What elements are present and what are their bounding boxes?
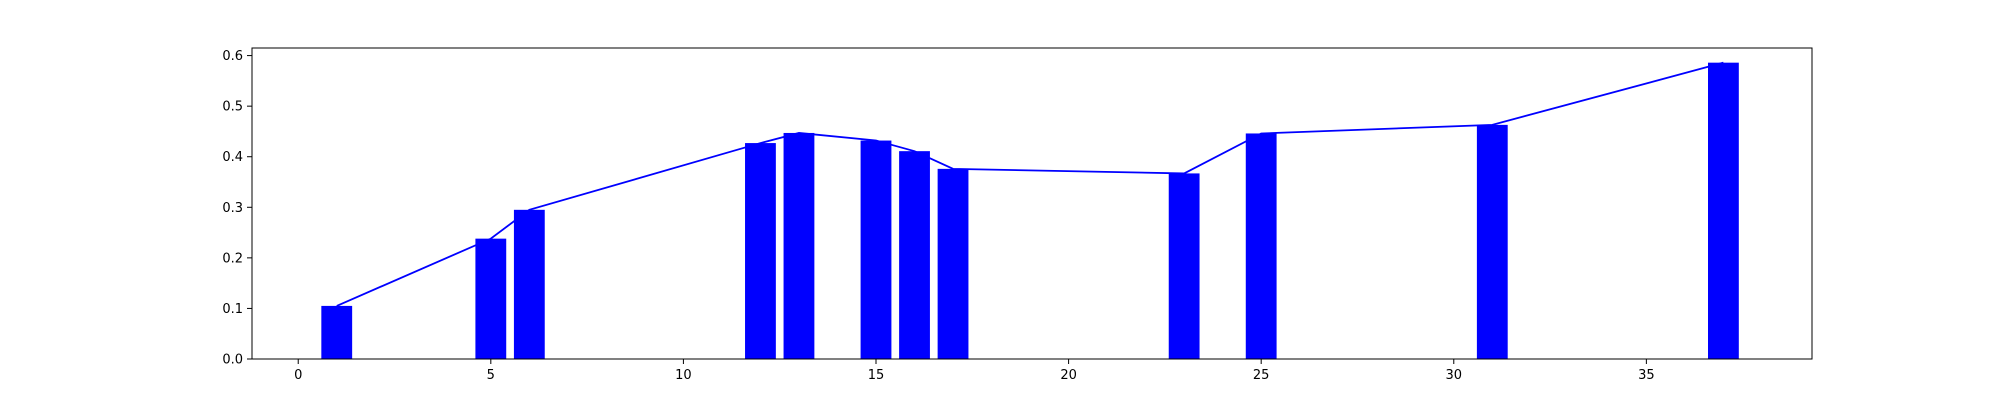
- y-tick-label-3: 0.3: [222, 201, 243, 216]
- x-axis: 0 5 10 15 20 25 30 35: [294, 359, 1655, 383]
- y-tick-label-6: 0.6: [222, 49, 243, 64]
- series-line: [336, 61, 1724, 307]
- bar-x-23: [1168, 173, 1200, 359]
- x-tick-label-35: 35: [1638, 368, 1655, 383]
- bar-x-1: [321, 305, 353, 359]
- bar-x-15: [860, 140, 892, 359]
- bar-x-6: [513, 209, 545, 359]
- y-tick-label-2: 0.2: [222, 251, 243, 266]
- y-tick-label-1: 0.1: [222, 302, 243, 317]
- plot-frame: [251, 47, 1813, 360]
- x-tick-label-10: 10: [675, 368, 692, 383]
- bar-x-17: [937, 168, 969, 359]
- x-tick-label-15: 15: [868, 368, 885, 383]
- y-tick-label-5: 0.5: [222, 100, 243, 115]
- line-layer: [336, 61, 1724, 307]
- bar-x-5: [475, 238, 507, 359]
- x-tick-label-0: 0: [294, 368, 302, 383]
- bar-x-13: [783, 132, 815, 359]
- x-tick-label-25: 25: [1253, 368, 1270, 383]
- bar-x-31: [1476, 124, 1508, 359]
- bar-x-25: [1245, 133, 1277, 359]
- x-tick-label-30: 30: [1446, 368, 1463, 383]
- bar-x-16: [899, 151, 930, 359]
- bars-layer: [321, 62, 1739, 359]
- y-tick-label-0: 0.0: [222, 353, 243, 368]
- x-tick-label-20: 20: [1060, 368, 1077, 383]
- bar-x-37: [1708, 62, 1739, 359]
- y-tick-label-4: 0.4: [222, 150, 243, 165]
- y-axis: 0.0 0.1 0.2 0.3 0.4 0.5 0.6: [222, 49, 252, 368]
- x-tick-label-5: 5: [487, 368, 495, 383]
- bar-x-12: [745, 143, 776, 359]
